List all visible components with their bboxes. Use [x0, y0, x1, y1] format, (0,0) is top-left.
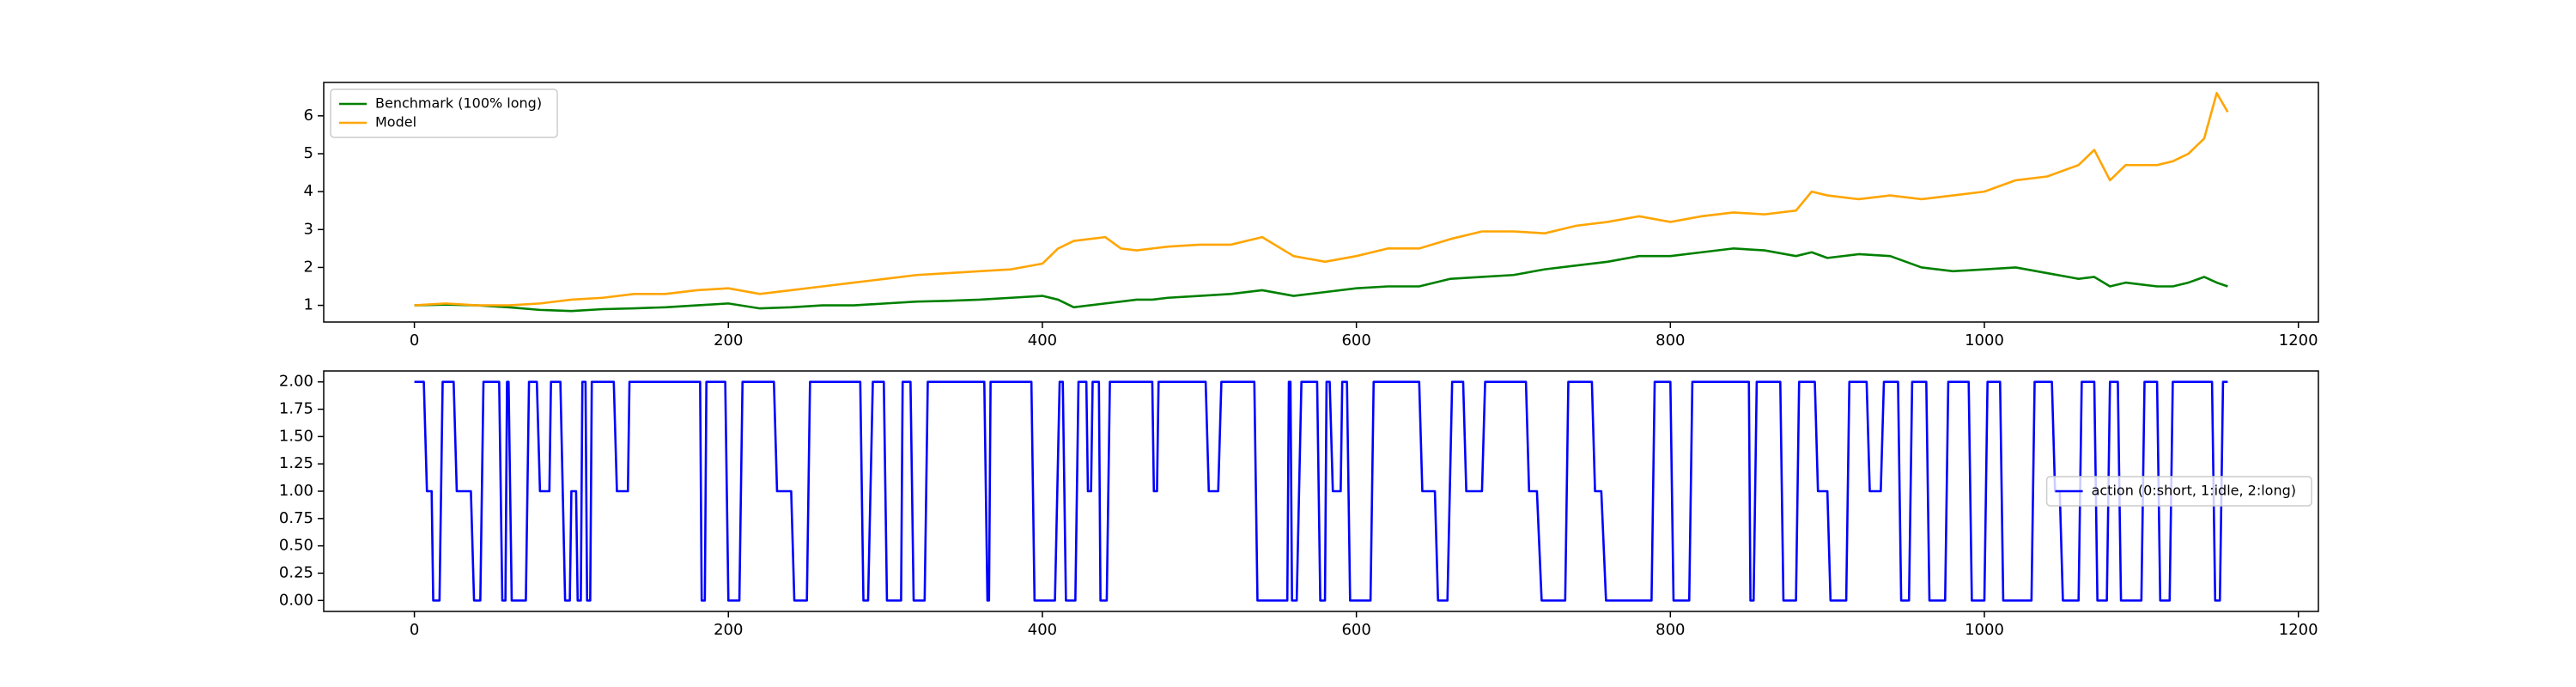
axes: 1 2 3 4 5 6 0 200 400 600 800 1000 1200 Benchmark (10…: [304, 82, 2319, 350]
y-tick-label: 1.25: [279, 454, 313, 472]
y-tick-label: 1.75: [279, 400, 313, 418]
y-tick-label: 0.00: [279, 591, 313, 609]
data-line: [414, 380, 2228, 602]
y-tick-label: 1.50: [279, 427, 313, 445]
x-tick-label: 600: [1341, 331, 1370, 350]
y-tick-label: 2.00: [279, 373, 313, 391]
y-tick-label: 4: [304, 182, 313, 200]
y-tick-label: 0.25: [279, 563, 313, 581]
x-tick-label: 800: [1656, 621, 1685, 639]
x-tick-label: 600: [1341, 621, 1370, 639]
x-tick-label: 400: [1028, 331, 1057, 350]
y-tick-label: 1.00: [279, 482, 313, 500]
legend-label: Benchmark (100% long): [375, 95, 542, 112]
y-tick-label: 0.50: [279, 537, 313, 555]
legend: action (0:short, 1:idle, 2:long): [2045, 476, 2312, 507]
x-tick-label: 1000: [1965, 621, 2004, 639]
plot-area: [414, 380, 2228, 602]
x-tick-label: 200: [714, 331, 743, 350]
plot-area: [414, 92, 2229, 313]
data-line: [414, 247, 2228, 313]
x-tick-label: 200: [714, 621, 743, 639]
legend-label: Model: [375, 114, 416, 131]
legend-frame: [330, 88, 558, 138]
x-tick-label: 1000: [1965, 331, 2004, 350]
x-tick-label: 0: [410, 331, 419, 350]
y-tick-label: 5: [304, 144, 313, 162]
x-tick-label: 1200: [2279, 331, 2318, 350]
y-tick-label: 6: [304, 106, 313, 125]
legend-frame: [2045, 476, 2312, 507]
y-tick-label: 3: [304, 220, 313, 238]
legend-label: action (0:short, 1:idle, 2:long): [2092, 483, 2296, 499]
axes: 0.00 0.25 0.50 0.75 1.00 1.25 1.50 1.75 2.00 0 200…: [279, 370, 2319, 639]
y-tick-label: 1: [304, 296, 313, 314]
axes-frame: [323, 82, 2319, 323]
x-tick-label: 0: [410, 621, 419, 639]
x-tick-label: 400: [1028, 621, 1057, 639]
x-tick-label: 1200: [2279, 621, 2318, 639]
legend: Benchmark (100% long) Model: [330, 88, 558, 138]
x-tick-label: 800: [1656, 331, 1685, 350]
data-line: [414, 92, 2229, 307]
axes-frame: [323, 370, 2319, 612]
y-tick-label: 2: [304, 258, 313, 276]
y-tick-label: 0.75: [279, 509, 313, 527]
